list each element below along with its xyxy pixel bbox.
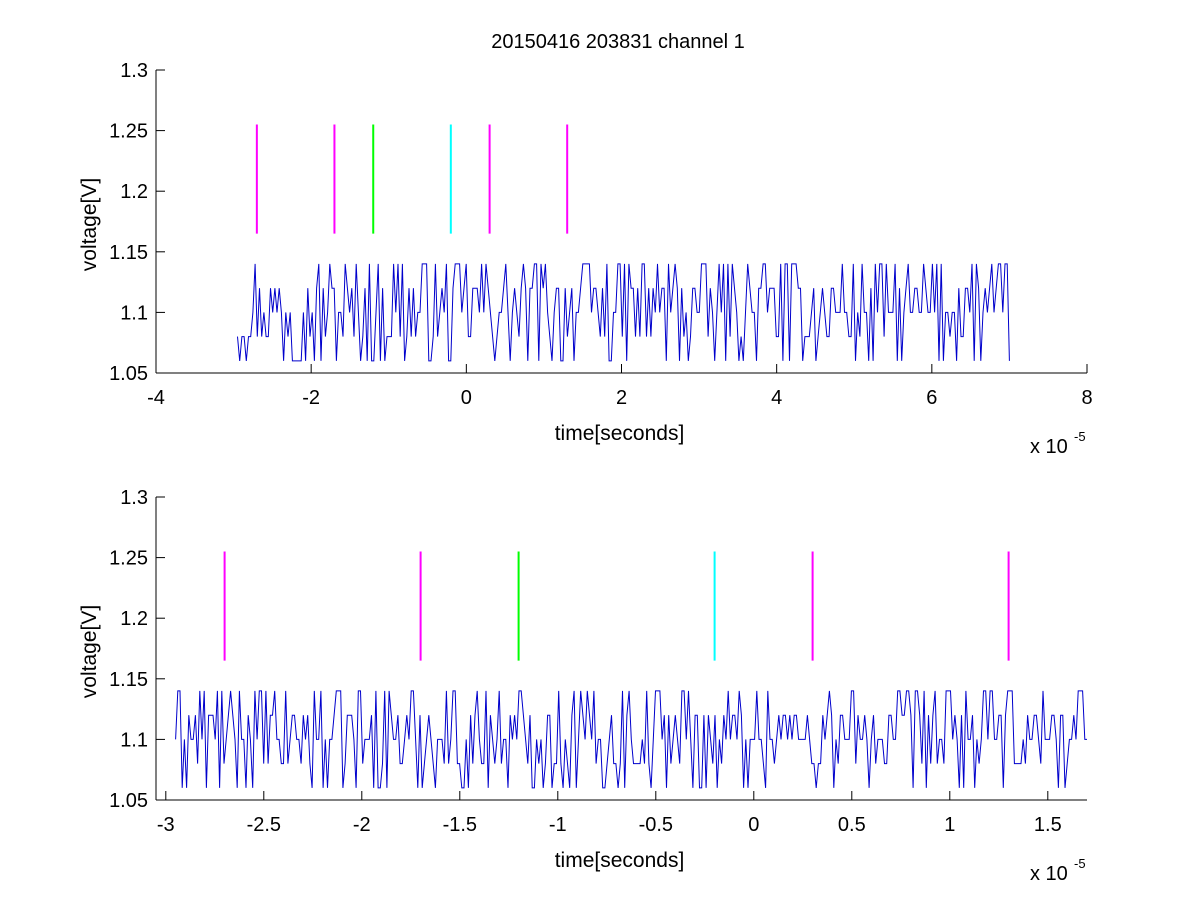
x-tick-label: -1.5 — [443, 814, 477, 836]
x-axis-label: time[seconds] — [555, 849, 685, 872]
signal-trace — [237, 263, 1010, 362]
x-exponent-power: -5 — [1074, 429, 1086, 444]
x-exponent-power: -5 — [1074, 856, 1086, 871]
y-tick-label: 1.2 — [120, 181, 148, 203]
x-exponent-label: x 10 — [1030, 436, 1068, 458]
x-exponent-label: x 10 — [1030, 863, 1068, 885]
x-tick-label: 1 — [944, 814, 955, 836]
y-tick-label: 1.25 — [109, 121, 148, 143]
x-tick-label: -3 — [157, 814, 175, 836]
x-tick-label: 0 — [748, 814, 759, 836]
bottom-subplot: -3 -2.5 -2 -1.5 -1 -0.5 0 0.5 1 1.5 1.05 1.1 1.15 1.2… — [78, 487, 1087, 885]
x-tick-label: 6 — [926, 387, 937, 409]
x-tick-label: 4 — [771, 387, 782, 409]
x-axis-label: time[seconds] — [555, 422, 685, 445]
y-tick-label: 1.2 — [120, 608, 148, 630]
x-tick-label: -2.5 — [247, 814, 281, 836]
y-axis-label: voltage[V] — [78, 605, 101, 698]
y-tick-label: 1.15 — [109, 242, 148, 264]
y-tick-label: 1.25 — [109, 548, 148, 570]
x-tick-label: 0 — [461, 387, 472, 409]
y-axis-label: voltage[V] — [78, 178, 101, 271]
x-tick-label: 0.5 — [838, 814, 866, 836]
y-tick-label: 1.05 — [109, 790, 148, 812]
y-tick-label: 1.3 — [120, 60, 148, 82]
y-tick-label: 1.1 — [120, 729, 148, 751]
x-tick-label: -1 — [549, 814, 567, 836]
x-tick-label: -0.5 — [639, 814, 673, 836]
x-tick-label: -2 — [353, 814, 371, 836]
x-tick-label: 2 — [616, 387, 627, 409]
y-tick-label: 1.05 — [109, 363, 148, 385]
y-tick-label: 1.1 — [120, 302, 148, 324]
x-tick-label: 8 — [1081, 387, 1092, 409]
y-tick-label: 1.15 — [109, 669, 148, 691]
y-tick-label: 1.3 — [120, 487, 148, 509]
top-subplot: -4 -2 0 2 4 6 8 1.05 1.1 1.15 1.2 1.25 1.3 time[secon… — [78, 60, 1093, 458]
x-tick-label: 1.5 — [1034, 814, 1062, 836]
x-tick-label: -4 — [147, 387, 165, 409]
figure-title: 20150416 203831 channel 1 — [491, 31, 745, 53]
signal-trace — [175, 690, 1087, 789]
x-tick-label: -2 — [302, 387, 320, 409]
